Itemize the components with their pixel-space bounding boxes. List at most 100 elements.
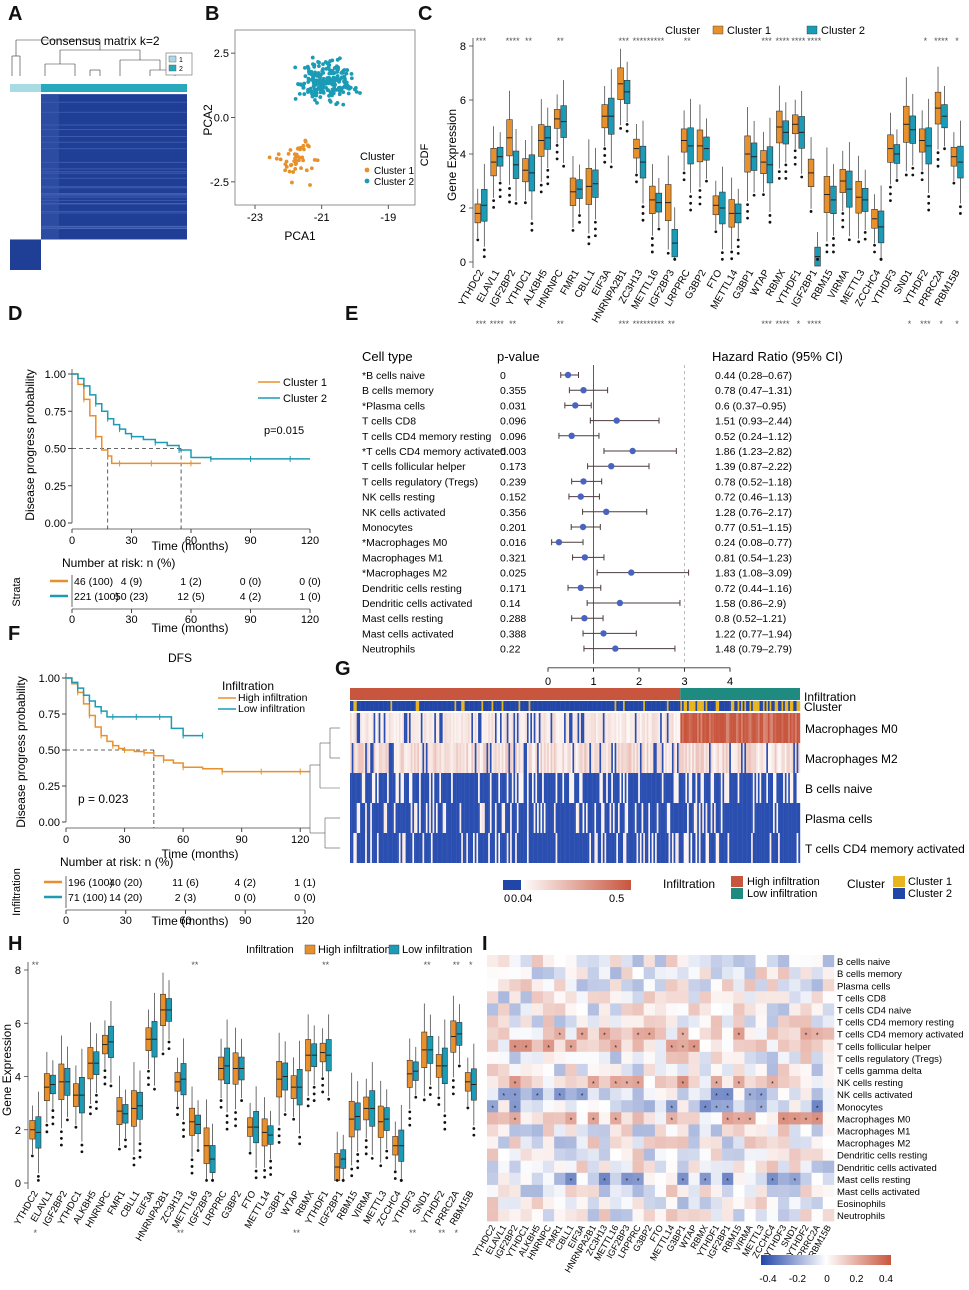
heatmap-g-cell <box>776 803 779 833</box>
heatmap-g-cluster-cell <box>378 701 381 711</box>
heatmap-g-infiltration-low <box>680 688 800 700</box>
heatmap-i-cell <box>498 979 510 992</box>
heatmap-g-cluster-cell <box>646 701 649 711</box>
heatmap-g-cell <box>722 773 725 803</box>
heatmap-g-cell <box>513 743 516 773</box>
heatmap-i-cell <box>755 955 768 968</box>
heatmap-g-cell <box>734 743 737 773</box>
heatmap-i-cell <box>542 1136 555 1149</box>
heatmap-g-cell <box>360 833 362 863</box>
heatmap-g-cell <box>383 833 386 863</box>
box-ytick-label: 4 <box>460 149 466 161</box>
heatmap-g-cell <box>466 743 469 773</box>
kmd-risk-xlabel: Time (months) <box>152 621 229 635</box>
box-outlier <box>370 1156 374 1160</box>
heatmap-g-cell <box>771 713 774 743</box>
heatmap-g-cluster-cell <box>599 701 602 711</box>
heatmap-g-cell <box>464 713 467 743</box>
heatmap-g-cell <box>746 833 748 863</box>
heatmap-g-cell <box>609 803 612 833</box>
heatmap-g-cluster-cell <box>542 701 545 711</box>
heatmap-g-cell <box>365 833 368 863</box>
heatmap-g-cell <box>430 743 433 773</box>
heatmap-g-cell <box>496 773 499 803</box>
heatmap-g-cell <box>700 713 703 743</box>
heatmap-g-cell <box>695 803 698 833</box>
heatmap-i-significance: * <box>614 1081 617 1088</box>
heatmap-g-cell <box>783 803 786 833</box>
heatmap-g-cell <box>523 773 526 803</box>
box-ytick-label: 8 <box>460 41 466 53</box>
heatmap-g-cell <box>481 713 484 743</box>
heatmap-g-cell <box>481 833 484 863</box>
heatmap-i-cell <box>699 1100 712 1113</box>
box-outlier <box>248 1151 252 1155</box>
heatmap-g-cell <box>764 773 767 803</box>
heatmap-g-cell <box>422 803 425 833</box>
forest-hr-ci: 0.72 (0.44–1.16) <box>715 583 792 595</box>
heatmap-i-row-label: Neutrophils <box>837 1211 885 1222</box>
heatmap-g-cluster-cell <box>407 701 410 711</box>
heatmap-g-cell <box>435 803 438 833</box>
heatmap-g-cell <box>430 803 433 833</box>
heatmap-i-cell <box>520 1076 532 1089</box>
box-outlier <box>736 245 740 249</box>
heatmap-i-cell <box>778 1184 790 1198</box>
heatmap-g-cell <box>601 713 604 743</box>
box-outlier <box>936 164 940 168</box>
heatmap-g-cell <box>574 773 577 803</box>
heatmap-g-cell <box>735 713 738 743</box>
heatmap-i-cell <box>699 1027 712 1040</box>
heatmap-i-cell <box>778 1039 790 1052</box>
box-outlier <box>176 1106 179 1110</box>
box-outlier <box>530 228 534 232</box>
box-outlier <box>635 180 638 184</box>
heatmap-g-cell <box>555 803 558 833</box>
heatmap-i-cell <box>800 1136 812 1149</box>
heatmap-g-cell <box>361 803 364 833</box>
box-outlier <box>443 1121 447 1124</box>
heatmap-i-cell <box>598 1015 611 1028</box>
heatmap-i-cell <box>688 979 700 992</box>
box-outlier <box>943 147 946 151</box>
box-outlier <box>498 181 502 185</box>
heatmap-i-cell <box>722 1136 734 1149</box>
heatmap-g-cell <box>697 743 700 773</box>
km-xtick-label: 60 <box>177 834 189 846</box>
pca-point <box>321 70 326 75</box>
heatmap-g-cell <box>599 773 602 803</box>
box-outlier <box>873 250 876 254</box>
box-outlier <box>720 257 724 261</box>
heatmap-i-cell <box>710 1076 723 1089</box>
forest-xtick-label: 2 <box>636 676 642 688</box>
km-curve <box>66 677 310 773</box>
box-outlier <box>335 1178 339 1182</box>
box-outlier <box>298 1135 302 1139</box>
heatmap-i-cell <box>666 1051 678 1065</box>
heatmap-i-cell <box>643 1184 656 1198</box>
heatmap-i-cell <box>778 967 790 980</box>
heatmap-i-cell <box>487 979 499 992</box>
heatmap-g-cell <box>617 833 620 863</box>
heatmap-i-cell <box>531 1003 544 1016</box>
heatmap-i-cell <box>822 1063 835 1077</box>
heatmap-g-cluster-cell <box>798 701 801 711</box>
heatmap-g-cell <box>501 833 504 863</box>
heatmap-g-cell <box>503 743 506 773</box>
heatmap-g-cluster-cell <box>452 701 455 711</box>
pca-point <box>293 167 298 171</box>
heatmap-g-cell <box>766 833 769 863</box>
heatmap-g-cell <box>575 743 578 773</box>
heatmap-g-cell <box>542 743 545 773</box>
heatmap-g-cell <box>567 743 570 773</box>
forest-hr-ci: 1.48 (0.79–2.79) <box>715 644 792 656</box>
heatmap-g-cell <box>651 773 654 803</box>
heatmap-g-cell <box>402 833 405 863</box>
heatmap-g-cluster-cell <box>676 701 679 711</box>
heatmap-g-cell <box>779 713 782 743</box>
heatmap-g-cell <box>397 803 400 833</box>
heatmap-i-significance: * <box>648 1033 651 1040</box>
heatmap-i-cell <box>811 967 824 980</box>
heatmap-g-cell <box>587 713 590 743</box>
heatmap-i-cell <box>565 1003 577 1016</box>
